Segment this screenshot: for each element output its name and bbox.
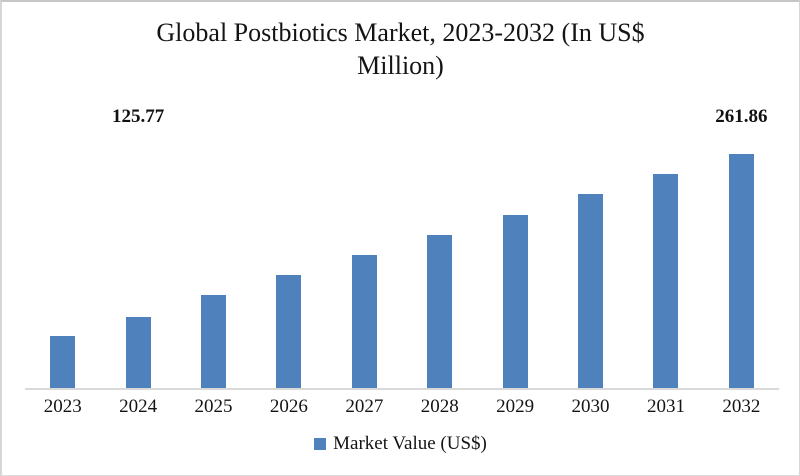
bar-2032 <box>728 153 754 388</box>
bar-slot-2023 <box>25 132 100 388</box>
bar-2029 <box>502 215 528 388</box>
legend-swatch-icon <box>314 438 327 450</box>
bar-column-2031 <box>653 132 679 388</box>
chart-title-line-2: Million) <box>357 51 444 80</box>
x-tick-label-2030: 2030 <box>571 396 610 417</box>
plot-area: 125.77 261.86 <box>25 106 779 390</box>
x-tick-label-2029: 2029 <box>496 396 535 417</box>
bar-2031 <box>653 173 679 388</box>
bar-slot-2032: 261.86 <box>704 106 779 388</box>
chart-title-line-1: Global Postbiotics Market, 2023-2032 (In… <box>156 18 645 47</box>
x-tick-label-2028: 2028 <box>420 396 459 417</box>
bar-slot-2026 <box>251 132 326 388</box>
bar-column-2032: 261.86 <box>715 106 767 388</box>
legend: Market Value (US$) <box>2 433 799 455</box>
bar-column-2025 <box>201 132 227 388</box>
bar-2028 <box>427 235 453 388</box>
bar-slot-2030 <box>553 132 628 388</box>
chart-title: Global Postbiotics Market, 2023-2032 (In… <box>2 2 799 82</box>
bar-slot-2028 <box>402 132 477 388</box>
x-tick-label-2027: 2027 <box>345 396 384 417</box>
x-tick-label-2025: 2025 <box>194 396 233 417</box>
bar-column-2028 <box>427 132 453 388</box>
bar-column-2029 <box>502 132 528 388</box>
chart-area: 125.77 261.86 2023 2024 2025 2026 2027 2028 202… <box>2 106 799 418</box>
bar-slot-2027 <box>327 132 402 388</box>
bar-slot-2025 <box>176 132 251 388</box>
bar-slot-2029 <box>477 132 552 388</box>
bar-2024 <box>125 316 151 388</box>
x-tick-label-2023: 2023 <box>43 396 82 417</box>
bar-2026 <box>276 274 302 388</box>
bar-column-2026 <box>276 132 302 388</box>
bar-2025 <box>201 295 227 388</box>
bar-column-2024: 125.77 <box>112 106 164 388</box>
bar-column-2027 <box>351 132 377 388</box>
x-tick-label-2026: 2026 <box>269 396 308 417</box>
bar-2023 <box>50 336 76 388</box>
x-axis-line <box>25 388 779 390</box>
bar-slot-2031 <box>628 132 703 388</box>
bar-column-2023 <box>50 132 76 388</box>
x-tick-label-2032: 2032 <box>722 396 761 417</box>
data-label-2024: 125.77 <box>111 106 165 127</box>
bar-column-2030 <box>578 132 604 388</box>
x-tick-label-2024: 2024 <box>119 396 158 417</box>
data-label-2032: 261.86 <box>715 106 768 127</box>
bar-2030 <box>578 194 604 388</box>
bar-slot-2024: 125.77 <box>100 106 175 388</box>
x-tick-label-2031: 2031 <box>646 396 685 417</box>
bar-2027 <box>351 254 377 388</box>
x-axis-labels: 2023 2024 2025 2026 2027 2028 2029 2030 2031 2032 <box>25 388 779 418</box>
legend-label: Market Value (US$) <box>333 433 487 454</box>
